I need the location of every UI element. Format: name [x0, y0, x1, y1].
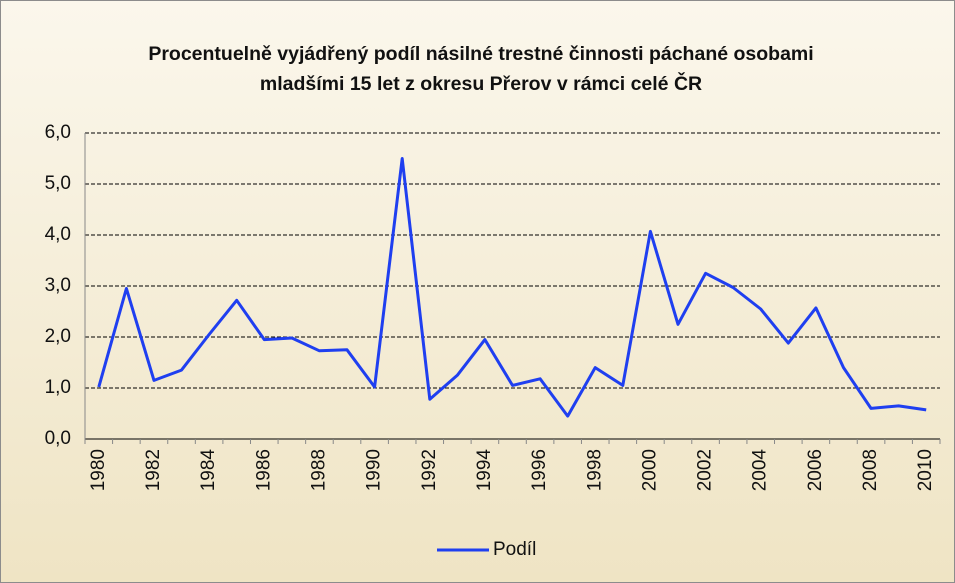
x-tick-label: 1984	[198, 449, 219, 492]
x-tick-label: 1982	[143, 449, 164, 491]
x-tick-label: 1988	[308, 449, 329, 491]
x-tick-label: 2004	[750, 449, 771, 492]
x-tick-label: 1986	[253, 449, 274, 491]
x-tick-label: 2006	[805, 449, 826, 491]
x-tick-label: 1994	[474, 449, 495, 492]
x-tick-label: 1992	[419, 449, 440, 491]
x-tick-label: 2008	[860, 449, 881, 491]
y-tick-label: 0,0	[45, 428, 71, 449]
x-tick-label: 1990	[364, 449, 385, 491]
chart-title: Procentuelně vyjádřený podíl násilné tre…	[148, 43, 814, 95]
y-tick-label: 5,0	[45, 173, 71, 194]
y-tick-label: 3,0	[45, 275, 71, 296]
x-tick-label: 2002	[695, 449, 716, 491]
y-tick-label: 1,0	[45, 377, 71, 398]
x-tick-label: 2000	[639, 449, 660, 491]
y-tick-label: 4,0	[45, 224, 71, 245]
legend-label: Podíl	[493, 539, 536, 560]
x-tick-label: 1980	[88, 449, 109, 491]
y-tick-label: 2,0	[45, 326, 71, 347]
data-line	[97, 157, 927, 418]
y-tick-label: 6,0	[45, 122, 71, 143]
x-tick-label: 1998	[584, 449, 605, 491]
x-tick-label: 1996	[529, 449, 550, 491]
x-tick-label: 2010	[915, 449, 936, 491]
